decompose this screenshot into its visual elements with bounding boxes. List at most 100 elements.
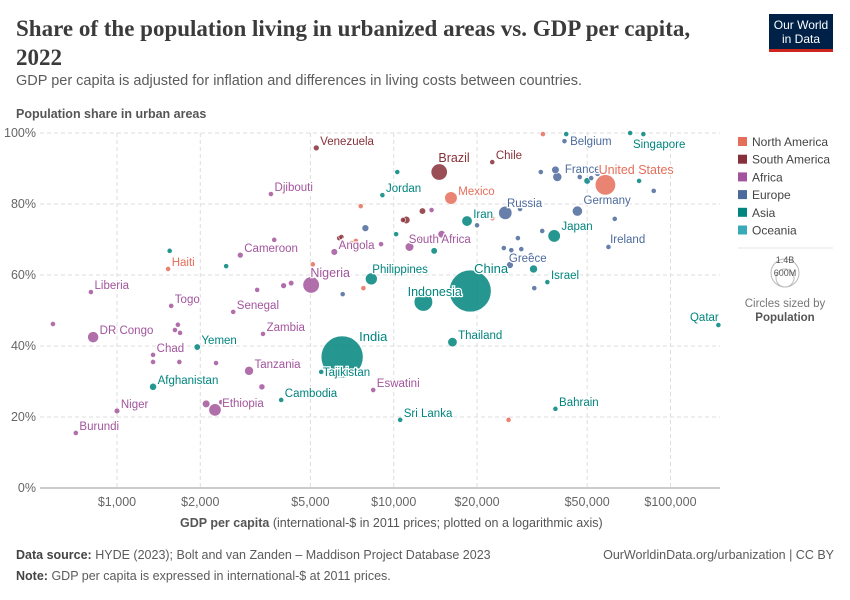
legend-swatch-oceania[interactable] (738, 225, 747, 235)
owid-logo[interactable]: Our World in Data (769, 14, 833, 52)
data-point-singapore[interactable] (640, 131, 647, 137)
data-point-chad[interactable] (150, 351, 156, 358)
data-point-angola[interactable] (330, 248, 338, 256)
data-point[interactable] (537, 169, 544, 175)
data-point[interactable] (505, 416, 512, 423)
data-point-india[interactable] (320, 335, 364, 379)
data-point-venezuela[interactable] (313, 144, 320, 152)
data-point[interactable] (611, 216, 618, 222)
data-point-russia[interactable] (498, 205, 513, 220)
data-point[interactable] (627, 130, 634, 136)
data-point-united-states[interactable] (594, 174, 616, 196)
legend-swatch-africa[interactable] (738, 172, 747, 182)
data-point-belgium[interactable] (561, 138, 568, 145)
data-point[interactable] (50, 321, 56, 327)
data-point[interactable] (258, 383, 266, 391)
data-point-liberia[interactable] (88, 289, 94, 295)
data-point[interactable] (338, 234, 345, 240)
data-point-sri-lanka[interactable] (397, 416, 404, 423)
data-point-japan[interactable] (547, 229, 561, 243)
data-point-chile[interactable] (489, 159, 496, 166)
data-point[interactable] (563, 131, 570, 137)
data-point-cameroon[interactable] (237, 251, 244, 259)
data-point[interactable] (474, 222, 480, 229)
data-point[interactable] (540, 131, 546, 137)
data-point[interactable] (360, 285, 367, 292)
data-point[interactable] (417, 235, 424, 241)
data-point-thailand[interactable] (447, 337, 458, 348)
legend-swatch-north-america[interactable] (738, 137, 747, 146)
data-point[interactable] (309, 261, 316, 268)
data-point[interactable] (539, 228, 546, 234)
data-point[interactable] (218, 399, 225, 405)
data-point-tanzania[interactable] (244, 366, 254, 376)
data-point[interactable] (594, 170, 601, 177)
data-point[interactable] (378, 241, 384, 248)
data-point-tajikistan[interactable] (318, 369, 325, 375)
data-point[interactable] (588, 175, 595, 181)
data-point-germany[interactable] (571, 205, 583, 217)
data-point[interactable] (506, 261, 514, 269)
data-point-niger[interactable] (113, 407, 121, 415)
data-point[interactable] (361, 224, 370, 232)
data-point[interactable] (531, 285, 538, 292)
data-point[interactable] (437, 230, 446, 239)
data-point[interactable] (393, 231, 400, 238)
legend-swatch-south-america[interactable] (738, 154, 747, 164)
data-point-togo[interactable] (168, 302, 175, 309)
data-point-israel[interactable] (544, 279, 551, 285)
data-point[interactable] (527, 252, 534, 259)
data-point[interactable] (254, 287, 261, 293)
data-point-china[interactable] (448, 269, 492, 313)
data-point[interactable] (174, 321, 181, 328)
data-point[interactable] (636, 178, 642, 184)
legend-swatch-europe[interactable] (738, 190, 747, 200)
data-point-greece[interactable] (508, 247, 515, 254)
data-point[interactable] (177, 329, 183, 336)
data-point[interactable] (489, 215, 496, 222)
data-point-nigeria[interactable] (302, 276, 320, 294)
data-point[interactable] (418, 207, 427, 215)
data-point[interactable] (339, 291, 346, 298)
data-point[interactable] (202, 399, 211, 408)
data-point[interactable] (576, 174, 583, 180)
data-point-senegal[interactable] (230, 309, 237, 315)
data-point[interactable] (213, 360, 219, 366)
data-point-brazil[interactable] (430, 163, 448, 181)
data-point[interactable] (271, 236, 278, 243)
data-point-south-africa[interactable] (404, 242, 415, 252)
data-point[interactable] (650, 187, 657, 194)
data-point[interactable] (124, 328, 131, 335)
data-point-indonesia[interactable] (413, 292, 433, 312)
data-point[interactable] (280, 282, 287, 289)
data-point[interactable] (428, 207, 435, 213)
data-point[interactable] (166, 247, 173, 254)
data-point[interactable] (517, 206, 523, 212)
data-point[interactable] (172, 327, 178, 333)
data-point[interactable] (500, 245, 507, 251)
data-point-djibouti[interactable] (268, 191, 274, 197)
data-point-haiti[interactable] (165, 266, 171, 272)
data-point[interactable] (348, 240, 355, 246)
data-point-ethiopia[interactable] (208, 403, 222, 417)
data-point[interactable] (176, 359, 183, 365)
data-point-jordan[interactable] (379, 192, 386, 199)
data-point[interactable] (223, 263, 230, 270)
data-point-philippines[interactable] (365, 272, 378, 286)
data-point[interactable] (400, 217, 406, 223)
data-point-afghanistan[interactable] (149, 382, 157, 391)
data-point-eswatini[interactable] (370, 387, 377, 393)
data-point-bahrain[interactable] (552, 405, 559, 412)
data-point-yemen[interactable] (193, 343, 201, 351)
data-point-qatar[interactable] (715, 322, 722, 328)
data-point[interactable] (518, 246, 525, 252)
data-point[interactable] (430, 247, 438, 255)
data-point-dr-congo[interactable] (87, 331, 99, 343)
data-point-burundi[interactable] (72, 430, 79, 436)
data-point-zambia[interactable] (260, 331, 266, 337)
data-point[interactable] (515, 235, 521, 241)
data-point-france[interactable] (552, 172, 563, 182)
legend-swatch-asia[interactable] (738, 207, 747, 217)
data-point-cambodia[interactable] (278, 397, 285, 403)
data-point-ireland[interactable] (605, 244, 612, 250)
